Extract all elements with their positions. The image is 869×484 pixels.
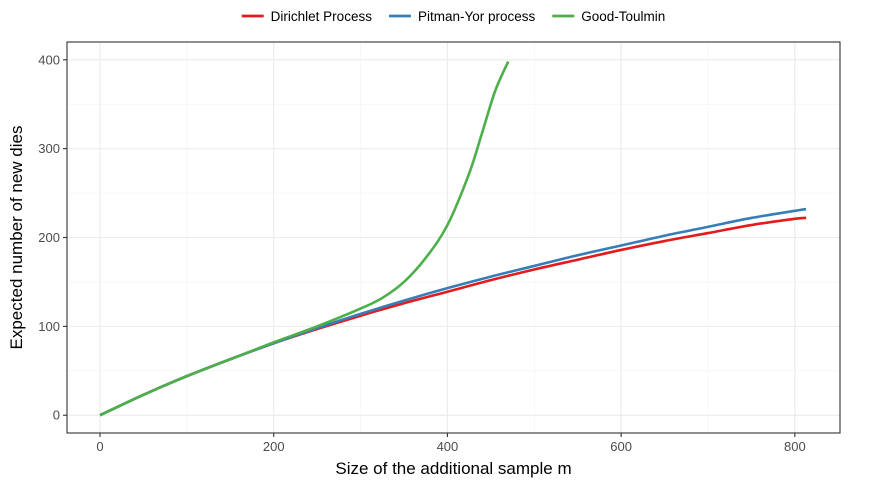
x-tick-label: 800 [784, 439, 806, 454]
legend-item-good-toulmin: Good-Toulmin [552, 9, 665, 24]
y-tick-label: 0 [53, 408, 60, 423]
y-tick-label: 300 [38, 141, 60, 156]
x-tick-label: 600 [610, 439, 632, 454]
series-lines [99, 61, 807, 417]
y-axis-ticks: 0 100 200 300 400 [38, 52, 67, 423]
y-tick-label: 400 [38, 52, 60, 67]
legend-label: Dirichlet Process [271, 9, 373, 24]
x-tick-label: 200 [263, 439, 285, 454]
series-line-dirichlet-process [99, 216, 807, 417]
legend-item-dirichlet-process: Dirichlet Process [241, 9, 373, 24]
major-gridlines [67, 42, 840, 433]
x-axis-title: Size of the additional sample m [335, 459, 571, 478]
x-tick-label: 0 [96, 439, 103, 454]
series-line-good-toulmin [99, 61, 510, 417]
x-axis-ticks: 0 200 400 600 800 [96, 433, 806, 454]
legend-label: Good-Toulmin [581, 9, 665, 24]
series-line-pitman-yor-process [99, 207, 807, 417]
y-tick-label: 200 [38, 230, 60, 245]
legend-label: Pitman-Yor process [418, 9, 536, 24]
y-axis-title: Expected number of new dies [7, 126, 26, 350]
legend-item-pitman-yor-process: Pitman-Yor process [388, 9, 536, 24]
x-tick-label: 400 [437, 439, 459, 454]
legend: Dirichlet Process Pitman-Yor process Good-… [241, 9, 665, 24]
y-tick-label: 100 [38, 319, 60, 334]
